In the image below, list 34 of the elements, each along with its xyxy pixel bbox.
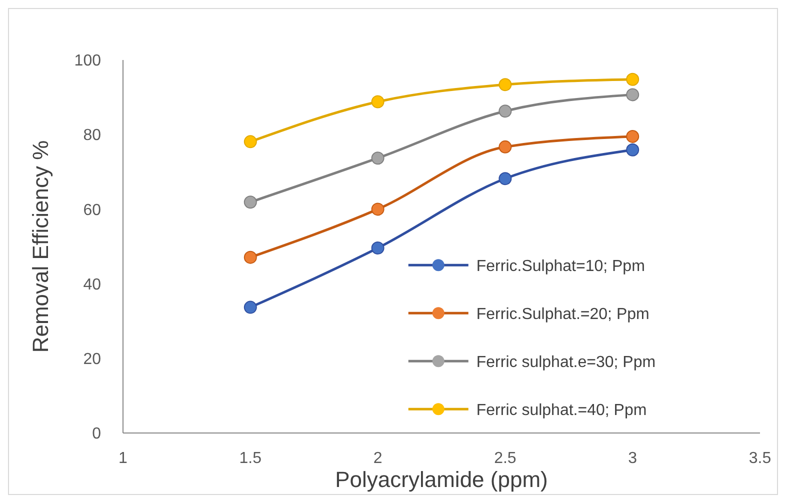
legend-label: Ferric.Sulphat=10; Ppm xyxy=(476,258,645,275)
point xyxy=(626,143,640,156)
point xyxy=(244,250,257,264)
point xyxy=(626,130,640,143)
y-axis-title: Removal Efficiency % xyxy=(28,140,53,353)
point xyxy=(498,104,512,118)
legend-label: Ferric.Sulphat.=20; Ppm xyxy=(476,306,650,323)
legend-label: Ferric sulphat.=40; Ppm xyxy=(476,402,647,419)
x-tick-label: 3.5 xyxy=(748,450,772,467)
x-tick-label: 2.5 xyxy=(494,450,516,467)
x-tick-label: 2 xyxy=(373,450,382,467)
x-tick-label: 3 xyxy=(628,450,638,467)
y-tick-label: 80 xyxy=(83,127,102,144)
y-tick-label: 60 xyxy=(83,202,102,219)
point xyxy=(244,196,257,209)
point xyxy=(244,300,257,314)
x-tick-label: 1 xyxy=(118,450,128,467)
point xyxy=(371,241,384,254)
y-tick-label: 100 xyxy=(74,52,102,70)
y-tick-label: 40 xyxy=(83,276,102,294)
legend-label: Ferric sulphat.e=30; Ppm xyxy=(476,354,656,371)
point xyxy=(626,88,640,102)
point xyxy=(498,172,512,186)
x-tick-label: 1.5 xyxy=(239,450,262,467)
point xyxy=(371,202,384,216)
point xyxy=(498,140,512,154)
x-axis-title: Polyacrylamide (ppm) xyxy=(335,467,548,492)
y-tick-label: 20 xyxy=(83,351,102,368)
point xyxy=(371,95,384,108)
point xyxy=(626,72,640,86)
point xyxy=(498,78,512,92)
y-tick-label: 0 xyxy=(92,426,102,443)
point xyxy=(371,152,384,165)
point xyxy=(244,135,257,148)
